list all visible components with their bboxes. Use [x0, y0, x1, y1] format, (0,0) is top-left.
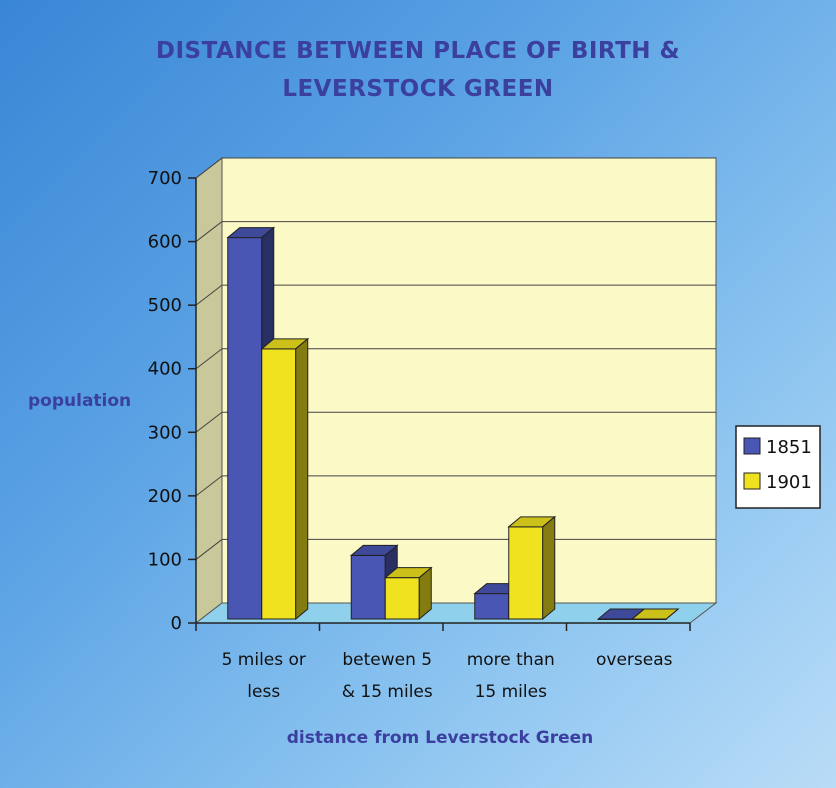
y-tick-label: 600 [148, 232, 182, 253]
gridline-side [195, 221, 223, 242]
bar-1901-cat-0-side [295, 337, 309, 621]
bar-1901-cat-1-side [418, 566, 432, 621]
y-tick-label: 0 [171, 613, 182, 634]
chart-title-line-2: LEVERSTOCK GREEN [282, 76, 554, 102]
gridline-side [195, 411, 223, 433]
gridline-side [195, 157, 223, 179]
bar-1901-cat-0 [261, 348, 297, 620]
x-tick-label: overseas [596, 650, 673, 670]
y-tick-label: 400 [148, 359, 182, 380]
bar-1901-cat-2-side [542, 515, 556, 621]
bar-1901-cat-2 [508, 526, 544, 620]
gridline-side [195, 348, 223, 370]
legend-swatch-1901 [743, 472, 761, 490]
legend-swatch-1851 [743, 437, 761, 455]
y-axis-label: population [28, 391, 132, 411]
x-tick-label: & 15 miles [342, 682, 433, 702]
bar-1901-cat-1 [384, 577, 420, 620]
bar-1901-cat-3-side [665, 608, 679, 620]
gridline-side [195, 539, 223, 560]
x-axis-label: distance from Leverstock Green [286, 728, 594, 748]
gridline-side [195, 284, 223, 306]
x-tick-label: betewen 5 [342, 650, 432, 670]
legend-label-1901: 1901 [766, 472, 812, 493]
y-tick-label: 200 [148, 486, 182, 507]
side-wall [195, 156, 223, 625]
x-tick-label: 5 miles or [222, 650, 306, 670]
x-tick-label: 15 miles [475, 682, 548, 702]
y-tick-label: 300 [148, 422, 182, 443]
y-tick-label: 700 [148, 168, 182, 189]
chart-title-line-1: DISTANCE BETWEEN PLACE OF BIRTH & [155, 38, 681, 64]
legend-label-1851: 1851 [766, 437, 812, 458]
gridline-side [195, 475, 223, 497]
bar-1851-cat-2 [474, 593, 510, 620]
x-tick-label: more than [467, 650, 555, 670]
bar-1851-cat-1 [350, 554, 386, 620]
bar-1851-cat-0 [227, 237, 263, 620]
y-tick-label: 500 [148, 295, 182, 316]
y-tick-label: 100 [148, 549, 182, 570]
x-tick-label: less [247, 682, 280, 702]
